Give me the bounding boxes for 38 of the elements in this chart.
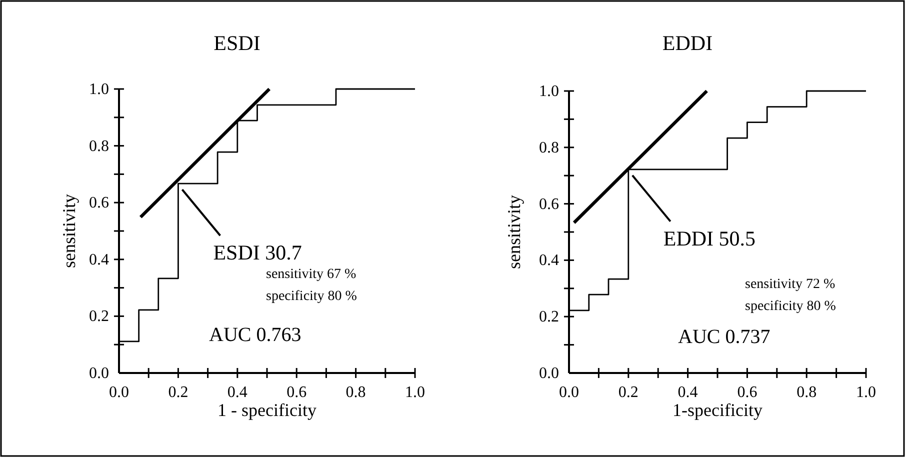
- y-axis-title: sensitivity: [504, 194, 524, 270]
- annotation: sensitivity 67 %: [266, 267, 357, 282]
- y-tick-label: 0.6: [89, 194, 109, 212]
- y-tick-label: 1.0: [539, 83, 559, 100]
- x-tick-label: 0.2: [618, 384, 638, 401]
- y-tick-label: 0.2: [89, 308, 109, 326]
- annotation: specificity 80 %: [266, 289, 358, 304]
- x-tick-label: 0.0: [559, 384, 579, 401]
- x-tick-label: 0.6: [737, 384, 758, 401]
- x-tick-label: 0.8: [796, 384, 817, 401]
- x-tick-label: 0.4: [227, 384, 248, 401]
- y-tick-label: 0.4: [539, 252, 559, 270]
- y-tick-label: 0.8: [539, 139, 559, 156]
- y-tick-label: 1.0: [89, 81, 109, 98]
- x-tick-label: 0.6: [286, 384, 307, 401]
- annotation: ESDI 30.7: [213, 240, 302, 265]
- chart-title: EDDI: [662, 31, 713, 55]
- annotation: specificity 80 %: [745, 299, 836, 314]
- x-tick-label: 0.2: [168, 384, 188, 401]
- x-tick-label: 1.0: [405, 384, 425, 401]
- x-tick-label: 0.4: [678, 384, 698, 401]
- x-axis-title: 1 - specificity: [218, 400, 316, 420]
- x-axis-title: 1-specificity: [672, 400, 762, 420]
- chart-title: ESDI: [214, 31, 260, 55]
- y-tick-label: 0.6: [539, 196, 559, 213]
- annotation: AUC 0.737: [678, 326, 770, 348]
- y-tick-label: 0.0: [539, 365, 559, 382]
- y-axis-title: sensitivity: [59, 194, 79, 268]
- annotation: sensitivity 72 %: [745, 277, 836, 292]
- y-tick-label: 0.4: [89, 251, 109, 268]
- y-tick-label: 0.8: [89, 138, 109, 155]
- y-tick-label: 0.0: [89, 365, 109, 382]
- y-tick-label: 0.2: [539, 308, 559, 326]
- x-tick-label: 0.8: [346, 384, 366, 401]
- annotation: AUC 0.763: [209, 324, 302, 346]
- x-tick-label: 1.0: [856, 384, 876, 401]
- x-tick-label: 0.0: [109, 384, 129, 401]
- annotation: EDDI 50.5: [663, 226, 756, 250]
